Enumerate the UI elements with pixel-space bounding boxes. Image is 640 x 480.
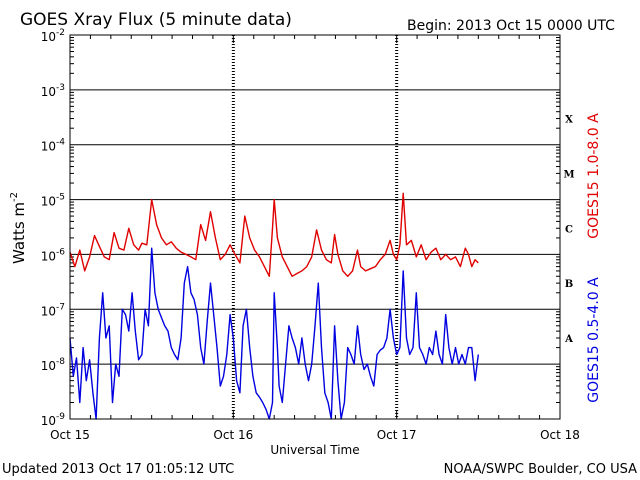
y-tick-label: 10-9 — [41, 412, 66, 428]
x-tick-label: Oct 18 — [540, 428, 580, 442]
flare-class-label: C — [565, 224, 573, 235]
x-axis-label: Universal Time — [270, 443, 359, 457]
legend-series-long: GOES15 1.0-8.0 A — [586, 113, 602, 239]
series-line-0 — [69, 192, 479, 277]
flare-class-label: B — [565, 279, 573, 290]
x-tick-label: Oct 16 — [213, 428, 253, 442]
y-tick-label: 10-8 — [41, 357, 66, 373]
y-axis-label: Watts m-2 — [9, 192, 28, 264]
y-tick-label: 10-7 — [41, 302, 65, 318]
plot-frame — [69, 34, 561, 420]
flare-class-labels: X M C B A — [563, 115, 574, 345]
y-tick-label: 10-2 — [41, 28, 65, 44]
x-axis: Oct 15 Oct 16 Oct 17 Oct 18 — [50, 35, 580, 442]
flare-class-label: X — [565, 115, 573, 126]
flare-class-label: A — [564, 334, 573, 345]
x-tick-label: Oct 17 — [377, 428, 417, 442]
y-tick-label: 10-4 — [41, 138, 66, 154]
source-credit: NOAA/SWPC Boulder, CO USA — [444, 462, 637, 477]
y-tick-label: 10-3 — [41, 83, 65, 99]
y-tick-label: 10-6 — [41, 247, 66, 263]
chart-title: GOES Xray Flux (5 minute data) — [20, 10, 292, 30]
updated-timestamp: Updated 2013 Oct 17 01:05:12 UTC — [2, 462, 234, 477]
legend-series-short: GOES15 0.5-4.0 A — [586, 277, 602, 403]
begin-date: Begin: 2013 Oct 15 0000 UTC — [407, 18, 615, 34]
x-tick-label: Oct 15 — [50, 428, 90, 442]
series-lines — [69, 192, 479, 420]
series-line-1 — [69, 247, 479, 420]
flare-class-label: M — [563, 169, 574, 180]
y-axis: 10-2 10-3 10-4 10-5 10-6 10-7 10-8 10-9 — [41, 28, 560, 428]
y-tick-label: 10-5 — [41, 193, 65, 209]
